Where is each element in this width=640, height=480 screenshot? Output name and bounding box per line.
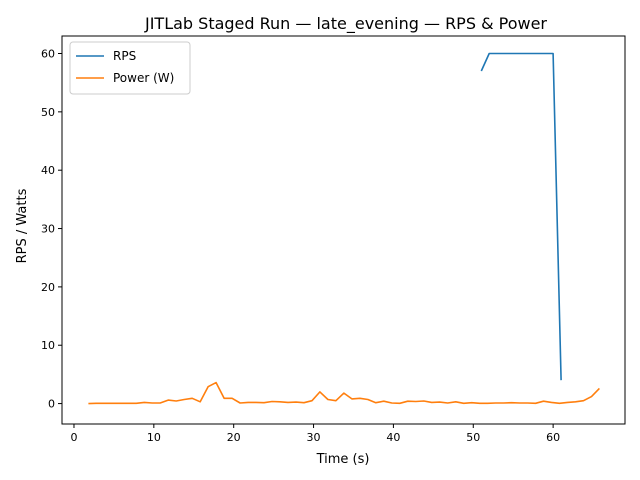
legend-box — [69, 41, 191, 95]
x-tick-label: 0 — [70, 431, 77, 444]
x-tick-label: 10 — [147, 431, 161, 444]
y-axis-ticks: 0 10 20 30 40 50 60 — [41, 48, 62, 411]
x-tick-label: 40 — [386, 431, 400, 444]
legend: RPS Power (W) — [69, 41, 191, 95]
x-axis-label: Time (s) — [316, 452, 370, 467]
y-axis-label: RPS / Watts — [15, 188, 30, 263]
y-tick-label: 60 — [41, 48, 55, 61]
legend-label: RPS — [113, 49, 136, 63]
y-tick-label: 30 — [41, 223, 55, 236]
x-tick-label: 50 — [466, 431, 480, 444]
legend-label: Power (W) — [113, 71, 174, 85]
y-tick-label: 50 — [41, 106, 55, 119]
x-axis-ticks: 0 10 20 30 40 50 60 — [70, 424, 560, 444]
series-line-power-w — [88, 381, 600, 405]
y-tick-label: 40 — [41, 164, 55, 177]
y-tick-label: 20 — [41, 281, 55, 294]
chart-title: JITLab Staged Run — late_evening — RPS &… — [144, 14, 547, 34]
y-tick-label: 10 — [41, 339, 55, 352]
series-group — [88, 52, 600, 405]
y-tick-label: 0 — [48, 398, 55, 411]
x-tick-label: 30 — [307, 431, 321, 444]
plot-frame — [61, 35, 626, 425]
x-tick-label: 60 — [546, 431, 560, 444]
x-tick-label: 20 — [227, 431, 241, 444]
series-line-rps — [480, 52, 562, 381]
